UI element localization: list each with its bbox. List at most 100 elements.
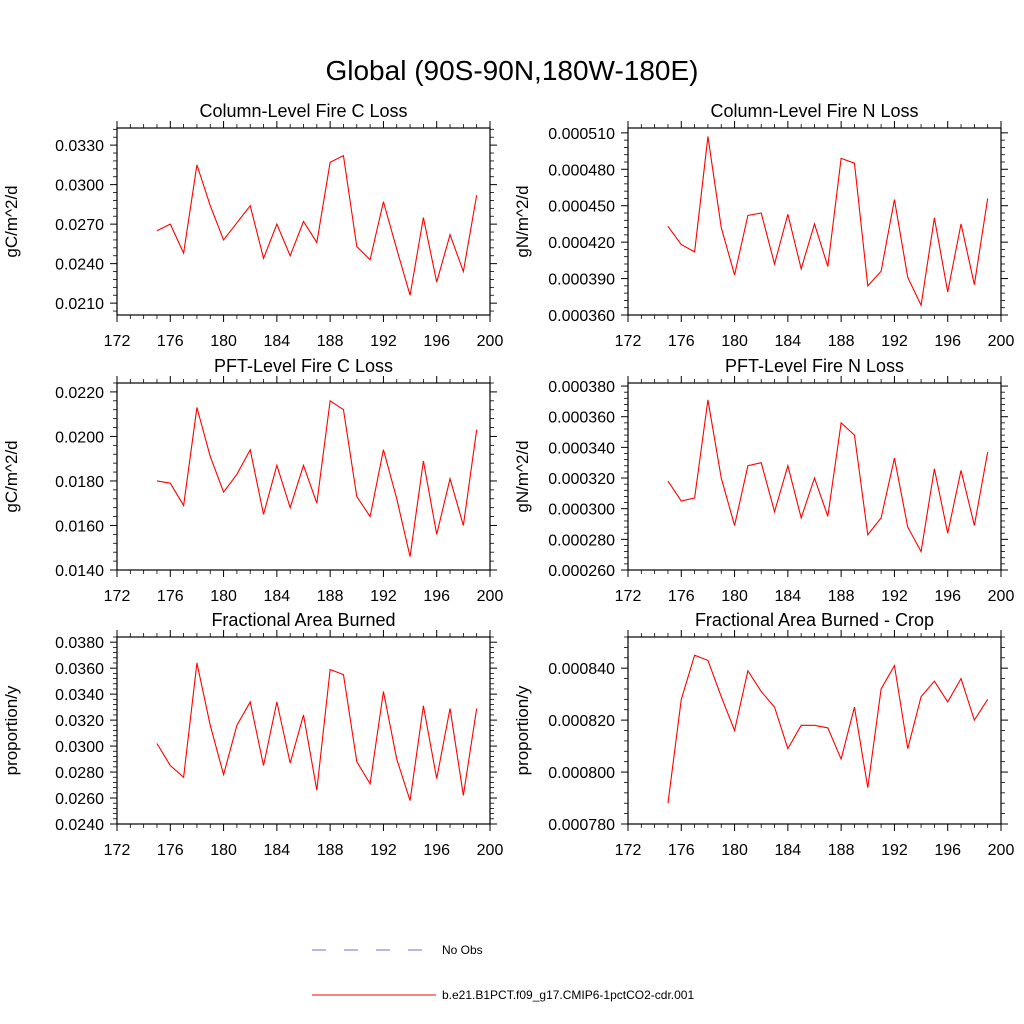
y-tick-label: 0.000260 [548, 563, 615, 580]
y-tick-label: 0.000300 [548, 502, 615, 519]
y-tick-label: 0.0200 [55, 429, 104, 446]
chart-panel-3: PFT-Level Fire C Loss 172 176 180 184 188 192 1… [2, 356, 503, 605]
plot-frame [116, 382, 491, 571]
chart-panel-4: PFT-Level Fire N Loss 172 176 180 184 188 192 1… [513, 356, 1014, 605]
x-tick-label: 180 [210, 842, 237, 859]
x-tick-label: 172 [615, 333, 642, 350]
x-tick-label: 196 [423, 333, 450, 350]
legend-label: No Obs [442, 943, 483, 957]
panel-title: Fractional Area Burned [211, 610, 395, 630]
y-tick-label: 0.0240 [55, 817, 104, 834]
x-tick-label: 200 [988, 333, 1015, 350]
y-tick-label: 0.0340 [55, 687, 104, 704]
legend-label: b.e21.B1PCT.f09_g17.CMIP6-1pctCO2-cdr.00… [442, 988, 694, 1002]
x-tick-label: 180 [721, 333, 748, 350]
x-tick-label: 200 [988, 588, 1015, 605]
x-tick-label: 192 [370, 842, 397, 859]
y-tick-label: 0.000420 [548, 235, 615, 252]
panel-title: PFT-Level Fire C Loss [214, 356, 393, 376]
x-tick-label: 188 [317, 333, 344, 350]
y-tick-label: 0.0270 [55, 217, 104, 234]
panel-title: PFT-Level Fire N Loss [725, 356, 904, 376]
x-tick-label: 172 [104, 588, 131, 605]
series-line [667, 136, 989, 308]
y-tick-label: 0.0160 [55, 518, 104, 535]
legend: No Obs b.e21.B1PCT.f09_g17.CMIP6-1pctCO2-… [312, 943, 694, 1002]
x-tick-label: 180 [210, 333, 237, 350]
x-tick-label: 176 [157, 842, 184, 859]
y-tick-label: 0.000340 [548, 440, 615, 457]
x-tick-label: 188 [317, 588, 344, 605]
x-tick-label: 196 [423, 588, 450, 605]
chart-panel-1: Column-Level Fire C Loss 172 176 180 184 188 1… [2, 101, 503, 350]
chart-panel-6: Fractional Area Burned - Crop 172 176 180 18… [513, 610, 1014, 859]
y-tick-label: 0.0240 [55, 257, 104, 274]
y-tick-label: 0.000360 [548, 410, 615, 427]
x-tick-label: 184 [775, 588, 802, 605]
y-tick-label: 0.000390 [548, 272, 615, 289]
x-tick-label: 192 [881, 588, 908, 605]
x-tick-label: 196 [934, 333, 961, 350]
y-tick-label: 0.0330 [55, 138, 104, 155]
y-tick-label: 0.0320 [55, 713, 104, 730]
y-tick-label: 0.000450 [548, 199, 615, 216]
x-tick-label: 184 [775, 333, 802, 350]
y-tick-label: 0.000800 [548, 765, 615, 782]
x-tick-label: 180 [721, 588, 748, 605]
x-tick-label: 192 [370, 333, 397, 350]
y-axis-label: gN/m^2/d [513, 440, 532, 512]
y-tick-label: 0.0180 [55, 474, 104, 491]
x-tick-label: 176 [668, 588, 695, 605]
series-line [667, 399, 989, 554]
x-tick-label: 192 [881, 842, 908, 859]
y-tick-label: 0.0140 [55, 563, 104, 580]
x-tick-label: 176 [157, 588, 184, 605]
x-tick-label: 196 [423, 842, 450, 859]
x-tick-label: 188 [828, 842, 855, 859]
y-tick-label: 0.0360 [55, 661, 104, 678]
x-tick-label: 200 [477, 588, 504, 605]
y-axis-label: proportion/y [513, 685, 532, 775]
y-tick-label: 0.000280 [548, 532, 615, 549]
x-tick-label: 184 [264, 333, 291, 350]
x-tick-label: 176 [668, 333, 695, 350]
x-tick-label: 184 [264, 842, 291, 859]
panel-grid: Column-Level Fire C Loss 172 176 180 184 188 1… [2, 101, 1014, 859]
panel-title: Column-Level Fire N Loss [710, 101, 918, 121]
y-tick-label: 0.000380 [548, 379, 615, 396]
figure-title: Global (90S-90N,180W-180E) [325, 55, 698, 86]
x-tick-label: 180 [210, 588, 237, 605]
x-tick-label: 172 [104, 842, 131, 859]
y-axis-label: gC/m^2/d [2, 185, 21, 257]
x-tick-label: 184 [775, 842, 802, 859]
plot-frame [627, 636, 1002, 825]
chart-panel-5: Fractional Area Burned 172 176 180 184 188 192… [2, 610, 503, 859]
plot-frame [116, 636, 491, 825]
panel-title: Column-Level Fire C Loss [199, 101, 407, 121]
y-tick-label: 0.000320 [548, 471, 615, 488]
plot-frame [627, 127, 1002, 316]
x-tick-label: 192 [881, 333, 908, 350]
x-tick-label: 176 [157, 333, 184, 350]
y-tick-label: 0.0380 [55, 635, 104, 652]
x-tick-label: 200 [477, 842, 504, 859]
x-tick-label: 192 [370, 588, 397, 605]
x-tick-label: 196 [934, 588, 961, 605]
y-tick-label: 0.000480 [548, 162, 615, 179]
series-line [156, 154, 478, 296]
x-tick-label: 188 [828, 588, 855, 605]
series-line [156, 662, 478, 801]
x-tick-label: 176 [668, 842, 695, 859]
x-tick-label: 184 [264, 588, 291, 605]
series-line [156, 399, 478, 557]
y-tick-label: 0.000360 [548, 308, 615, 325]
x-tick-label: 188 [317, 842, 344, 859]
x-tick-label: 172 [615, 842, 642, 859]
y-tick-label: 0.0300 [55, 178, 104, 195]
y-tick-label: 0.0210 [55, 296, 104, 313]
y-tick-label: 0.0300 [55, 739, 104, 756]
x-tick-label: 180 [721, 842, 748, 859]
y-tick-label: 0.000780 [548, 817, 615, 834]
y-tick-label: 0.0280 [55, 765, 104, 782]
x-tick-label: 200 [988, 842, 1015, 859]
